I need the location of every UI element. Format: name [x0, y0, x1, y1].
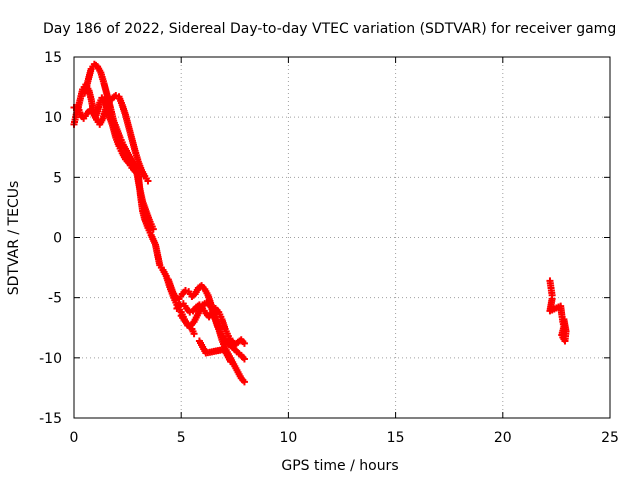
plot-frame: [73, 56, 611, 419]
tick-labels: 0 5 10 15 20 25 15 10 5 0 -5 -10 -15: [39, 50, 619, 446]
y-tick-label: 15: [44, 50, 62, 66]
data-points: [70, 60, 570, 386]
x-tick-label: 20: [494, 430, 512, 446]
chart-title: Day 186 of 2022, Sidereal Day-to-day VTE…: [43, 21, 616, 37]
y-tick-label: 10: [44, 110, 62, 126]
data-point: [560, 315, 568, 323]
y-tick-label: -15: [39, 411, 62, 427]
x-tick-label: 0: [70, 430, 79, 446]
y-tick-label: -10: [39, 351, 62, 367]
grid-lines: [74, 57, 610, 418]
data-point: [227, 357, 235, 365]
x-tick-label: 25: [601, 430, 619, 446]
x-tick-label: 15: [387, 430, 405, 446]
data-point: [149, 225, 157, 233]
y-tick-label: 5: [53, 170, 62, 186]
data-point: [190, 330, 198, 338]
x-axis-label: GPS time / hours: [281, 458, 398, 474]
y-tick-label: 0: [53, 231, 62, 247]
y-tick-label: -5: [48, 291, 62, 307]
data-point: [144, 177, 152, 185]
data-point: [240, 378, 248, 386]
y-axis-label: SDTVAR / TECUs: [6, 181, 22, 296]
x-tick-label: 10: [279, 430, 297, 446]
data-point: [240, 355, 248, 363]
x-tick-label: 5: [177, 430, 186, 446]
data-point: [240, 339, 248, 347]
